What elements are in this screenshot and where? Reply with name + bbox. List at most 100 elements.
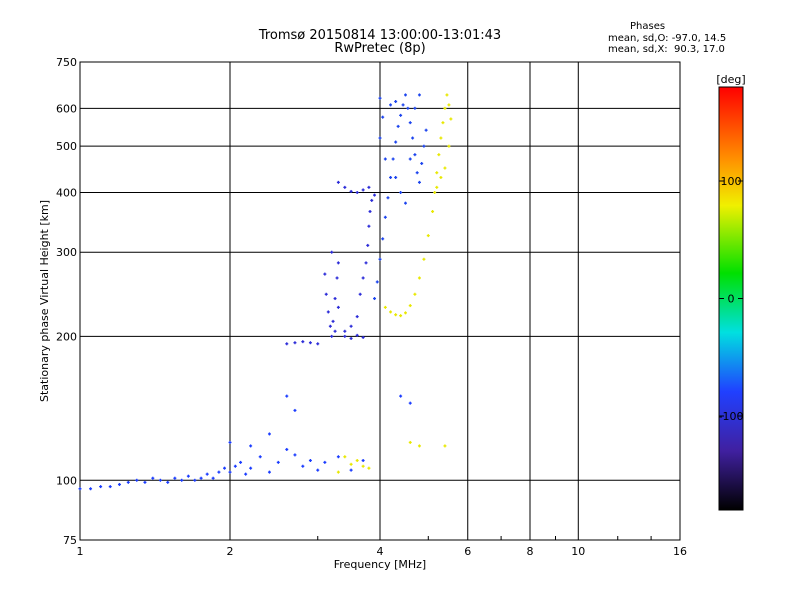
data-point bbox=[336, 180, 340, 184]
data-point bbox=[389, 175, 393, 179]
data-point bbox=[399, 190, 403, 194]
data-point bbox=[258, 455, 262, 459]
data-point bbox=[373, 193, 377, 197]
data-point bbox=[285, 447, 289, 451]
data-point bbox=[417, 93, 421, 97]
data-point bbox=[285, 342, 289, 346]
data-point bbox=[413, 153, 417, 157]
data-point bbox=[336, 455, 340, 459]
data-point bbox=[78, 487, 82, 491]
data-point bbox=[439, 136, 443, 140]
x-tick-label: 10 bbox=[571, 545, 585, 558]
phase-stats-heading: Phases bbox=[630, 21, 666, 32]
data-point bbox=[447, 144, 451, 148]
data-point bbox=[403, 93, 407, 97]
data-point bbox=[336, 305, 340, 309]
data-point bbox=[435, 171, 439, 175]
data-point bbox=[301, 464, 305, 468]
data-point bbox=[386, 196, 390, 200]
data-point bbox=[368, 210, 372, 214]
y-tick-label: 300 bbox=[56, 246, 77, 259]
x-tick-label: 6 bbox=[464, 545, 471, 558]
x-tick-label: 1 bbox=[77, 545, 84, 558]
data-point bbox=[381, 237, 385, 241]
data-point bbox=[355, 458, 359, 462]
data-point bbox=[108, 485, 112, 489]
y-axis-label: Stationary phase Virtual Height [km] bbox=[38, 200, 51, 402]
data-point bbox=[316, 468, 320, 472]
data-point bbox=[343, 455, 347, 459]
data-point bbox=[403, 311, 407, 315]
data-point bbox=[336, 261, 340, 265]
data-point bbox=[394, 100, 398, 104]
data-point bbox=[399, 314, 403, 318]
data-point bbox=[403, 201, 407, 205]
data-point bbox=[117, 482, 121, 486]
data-point bbox=[249, 444, 253, 448]
data-point bbox=[424, 128, 428, 132]
data-point bbox=[378, 136, 382, 140]
data-point bbox=[367, 224, 371, 228]
data-point bbox=[331, 319, 335, 323]
data-point bbox=[389, 103, 393, 107]
data-point bbox=[343, 185, 347, 189]
y-tick-label: 500 bbox=[56, 140, 77, 153]
data-point bbox=[293, 341, 297, 345]
data-point bbox=[426, 234, 430, 238]
data-point bbox=[420, 161, 424, 165]
data-point bbox=[349, 324, 353, 328]
data-point bbox=[199, 476, 203, 480]
y-axis-ticks: 75 100 200 300 400 500 600 750 bbox=[56, 56, 77, 547]
data-point bbox=[330, 334, 334, 338]
data-point bbox=[328, 324, 332, 328]
data-point bbox=[435, 185, 439, 189]
data-point bbox=[447, 103, 451, 107]
data-points bbox=[78, 93, 453, 491]
data-point bbox=[249, 466, 253, 470]
data-point bbox=[186, 474, 190, 478]
colorbar-tick-label: -100 bbox=[719, 410, 744, 423]
data-point bbox=[406, 106, 410, 110]
data-point bbox=[333, 297, 337, 301]
data-point bbox=[394, 313, 398, 317]
data-point bbox=[151, 476, 155, 480]
data-point bbox=[343, 334, 347, 338]
data-point bbox=[399, 394, 403, 398]
y-tick-label: 750 bbox=[56, 56, 77, 69]
data-point bbox=[437, 153, 441, 157]
data-point bbox=[378, 257, 382, 261]
data-point bbox=[301, 340, 305, 344]
data-point bbox=[361, 335, 365, 339]
data-point bbox=[349, 189, 353, 193]
data-point bbox=[361, 188, 365, 192]
data-point bbox=[293, 453, 297, 457]
data-point bbox=[355, 333, 359, 337]
y-tick-label: 200 bbox=[56, 330, 77, 343]
data-point bbox=[355, 315, 359, 319]
y-tick-label: 75 bbox=[63, 534, 77, 547]
data-point bbox=[417, 180, 421, 184]
data-point bbox=[330, 250, 334, 254]
data-point bbox=[228, 440, 232, 444]
data-point bbox=[335, 276, 339, 280]
data-point bbox=[308, 458, 312, 462]
data-point bbox=[439, 175, 443, 179]
x-axis-label: Frequency [MHz] bbox=[334, 558, 426, 571]
y-tick-label: 600 bbox=[56, 102, 77, 115]
data-point bbox=[126, 480, 130, 484]
data-point bbox=[211, 476, 215, 480]
data-point bbox=[391, 157, 395, 161]
x-tick-label: 16 bbox=[673, 545, 687, 558]
data-point bbox=[381, 115, 385, 119]
data-point bbox=[378, 96, 382, 100]
data-point bbox=[349, 336, 353, 340]
data-point bbox=[223, 466, 227, 470]
data-point bbox=[323, 460, 327, 464]
data-point bbox=[355, 190, 359, 194]
data-point bbox=[375, 280, 379, 284]
data-point bbox=[166, 480, 170, 484]
data-point bbox=[433, 190, 437, 194]
data-point bbox=[445, 93, 449, 97]
data-point bbox=[394, 140, 398, 144]
data-point bbox=[443, 166, 447, 170]
